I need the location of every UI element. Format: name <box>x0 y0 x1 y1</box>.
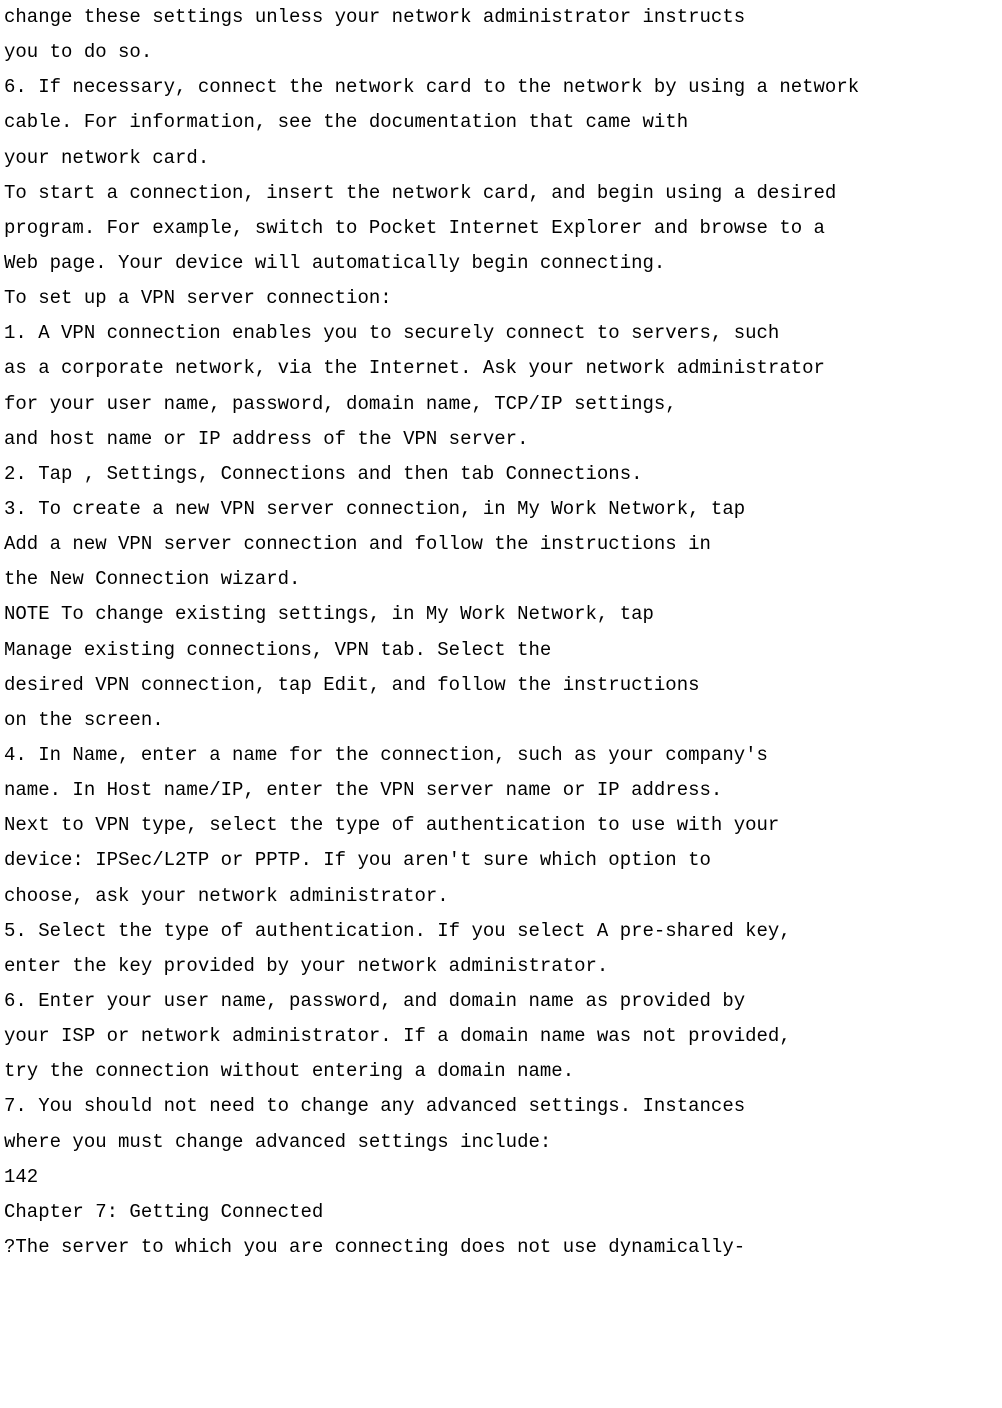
text-line: you to do so. <box>4 35 998 70</box>
text-line: Manage existing connections, VPN tab. Se… <box>4 633 998 668</box>
text-line: 3. To create a new VPN server connection… <box>4 492 998 527</box>
text-line: your ISP or network administrator. If a … <box>4 1019 998 1054</box>
text-line: 6. Enter your user name, password, and d… <box>4 984 998 1019</box>
text-line: To start a connection, insert the networ… <box>4 176 998 211</box>
text-line: as a corporate network, via the Internet… <box>4 351 998 386</box>
text-line: change these settings unless your networ… <box>4 0 998 35</box>
text-line: 6. If necessary, connect the network car… <box>4 70 998 105</box>
text-line: ?The server to which you are connecting … <box>4 1230 998 1265</box>
text-line: 7. You should not need to change any adv… <box>4 1089 998 1124</box>
page-number: 142 <box>4 1160 998 1195</box>
document-page: change these settings unless your networ… <box>0 0 1002 1265</box>
text-line: desired VPN connection, tap Edit, and fo… <box>4 668 998 703</box>
text-line: where you must change advanced settings … <box>4 1125 998 1160</box>
text-line: the New Connection wizard. <box>4 562 998 597</box>
text-line: 1. A VPN connection enables you to secur… <box>4 316 998 351</box>
text-line: try the connection without entering a do… <box>4 1054 998 1089</box>
text-line: Add a new VPN server connection and foll… <box>4 527 998 562</box>
text-line: 5. Select the type of authentication. If… <box>4 914 998 949</box>
text-line: enter the key provided by your network a… <box>4 949 998 984</box>
text-line: program. For example, switch to Pocket I… <box>4 211 998 246</box>
text-line: choose, ask your network administrator. <box>4 879 998 914</box>
text-line: 4. In Name, enter a name for the connect… <box>4 738 998 773</box>
text-line: on the screen. <box>4 703 998 738</box>
text-line: name. In Host name/IP, enter the VPN ser… <box>4 773 998 808</box>
text-line: device: IPSec/L2TP or PPTP. If you aren'… <box>4 843 998 878</box>
text-line: your network card. <box>4 141 998 176</box>
text-line: Next to VPN type, select the type of aut… <box>4 808 998 843</box>
text-line: To set up a VPN server connection: <box>4 281 998 316</box>
chapter-title: Chapter 7: Getting Connected <box>4 1195 998 1230</box>
text-line: and host name or IP address of the VPN s… <box>4 422 998 457</box>
text-line: Web page. Your device will automatically… <box>4 246 998 281</box>
text-line: for your user name, password, domain nam… <box>4 387 998 422</box>
text-line: NOTE To change existing settings, in My … <box>4 597 998 632</box>
text-line: cable. For information, see the document… <box>4 105 998 140</box>
text-line: 2. Tap , Settings, Connections and then … <box>4 457 998 492</box>
